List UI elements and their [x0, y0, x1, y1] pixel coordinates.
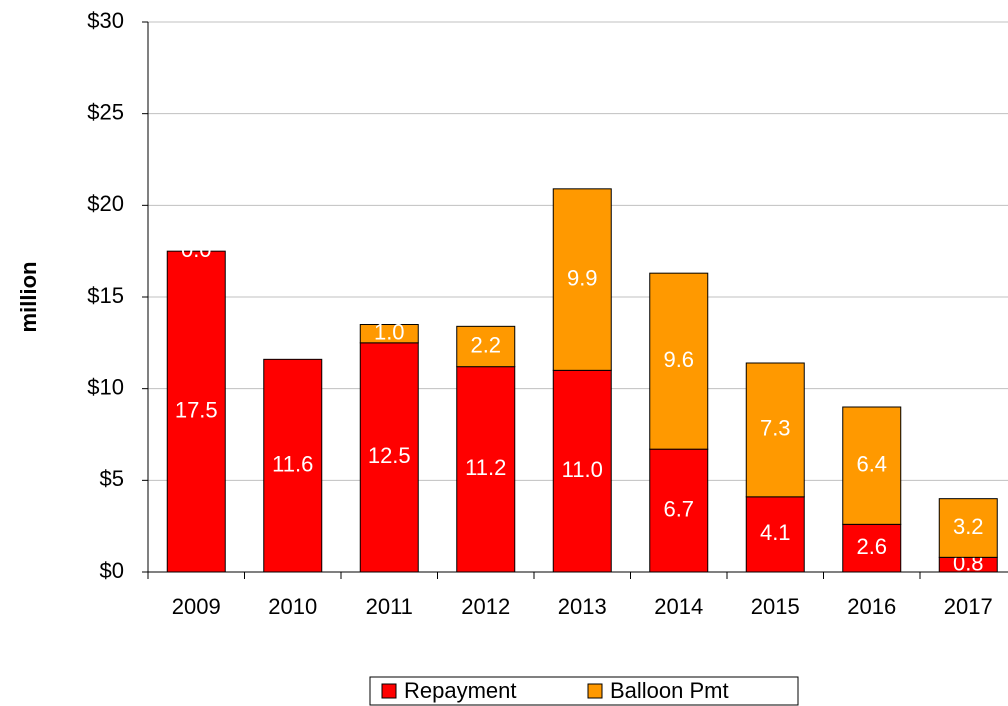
x-tick-label: 2012 [461, 594, 510, 619]
legend-box [369, 676, 799, 706]
bar-segment [649, 448, 709, 573]
value-label: 2.6 [856, 534, 887, 559]
bar-segment [552, 188, 612, 371]
bar-segment [842, 406, 902, 525]
value-label: 6.7 [663, 496, 694, 521]
bar-segment [359, 342, 419, 573]
value-label: 17.5 [175, 397, 218, 422]
value-label: 2.2 [470, 332, 501, 357]
x-tick-label: 2017 [944, 594, 993, 619]
y-tick-label: $30 [87, 8, 124, 33]
bar-segment [359, 324, 419, 344]
y-tick-label: $0 [100, 558, 124, 583]
legend-swatch [587, 683, 603, 699]
value-label: 11.2 [465, 455, 506, 480]
bar-segment [938, 498, 998, 558]
x-tick-label: 2013 [558, 594, 607, 619]
value-label: 0.0 [181, 237, 212, 262]
legend-label: Repayment [404, 678, 517, 703]
x-tick-label: 2015 [751, 594, 800, 619]
legend-swatch [381, 683, 397, 699]
x-tick-label: 2014 [654, 594, 703, 619]
bar-segment [166, 250, 226, 573]
value-label: 1.0 [374, 319, 405, 344]
value-label: 9.9 [567, 265, 598, 290]
value-label: 6.4 [856, 451, 887, 476]
value-label: 12.5 [368, 443, 411, 468]
value-label: 7.3 [760, 416, 791, 441]
value-label: 11.6 [272, 451, 313, 476]
bar-segment [649, 272, 709, 450]
value-label: 4.1 [760, 520, 791, 545]
x-tick-label: 2009 [172, 594, 221, 619]
bar-segment [745, 496, 805, 573]
y-tick-label: $15 [87, 283, 124, 308]
y-tick-label: $20 [87, 191, 124, 216]
bar-segment [745, 362, 805, 498]
x-tick-label: 2016 [847, 594, 896, 619]
legend-label: Balloon Pmt [610, 678, 729, 703]
value-label: 9.6 [663, 347, 694, 372]
y-tick-label: $25 [87, 99, 124, 124]
value-label: 3.2 [953, 514, 984, 539]
y-tick-label: $10 [87, 374, 124, 399]
x-tick-label: 2010 [268, 594, 317, 619]
bar-segment [456, 325, 516, 368]
value-label: 11.0 [562, 457, 603, 482]
bar-segment [552, 369, 612, 573]
y-axis-title: million [16, 262, 41, 333]
x-tick-label: 2011 [366, 594, 413, 619]
y-tick-label: $5 [100, 466, 124, 491]
